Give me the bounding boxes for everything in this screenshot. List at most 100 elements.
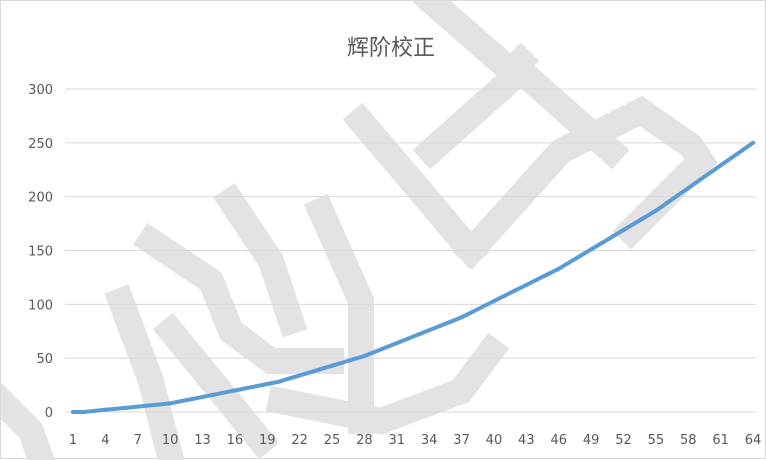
- x-tick-label: 46: [550, 433, 567, 448]
- x-tick-label: 61: [712, 433, 729, 448]
- y-tick-label: 50: [36, 352, 53, 367]
- x-tick-label: 49: [583, 433, 600, 448]
- data-point: [502, 293, 507, 298]
- watermark: [1, 1, 718, 460]
- x-tick-label: 25: [324, 433, 341, 448]
- x-tick-label: 31: [389, 433, 406, 448]
- data-point: [589, 247, 594, 252]
- gridlines: [65, 88, 756, 413]
- data-point: [459, 315, 464, 320]
- data-point: [599, 241, 604, 245]
- data-point: [632, 221, 637, 226]
- data-point: [276, 379, 281, 384]
- data-point: [265, 382, 270, 386]
- y-tick-label: 150: [28, 245, 53, 260]
- data-point: [729, 155, 734, 160]
- data-point: [556, 266, 561, 271]
- x-tick-label: 4: [101, 433, 109, 448]
- data-point: [330, 363, 334, 368]
- y-axis-tick-labels: 0 50 100 150 200 250 300: [28, 83, 53, 421]
- data-point: [545, 272, 550, 277]
- data-point: [427, 328, 432, 333]
- x-tick-label: 19: [259, 433, 276, 448]
- data-point: [71, 410, 75, 414]
- data-point: [308, 370, 313, 375]
- chart-title: 辉阶校正: [347, 36, 435, 61]
- data-point: [394, 341, 399, 346]
- data-point: [697, 178, 701, 183]
- data-point: [492, 299, 496, 304]
- data-point: [81, 410, 86, 414]
- data-point: [351, 357, 356, 362]
- data-point: [675, 193, 680, 198]
- data-point: [178, 399, 183, 404]
- data-points: [71, 140, 755, 414]
- x-tick-label: 43: [518, 433, 535, 448]
- x-tick-label: 37: [453, 433, 470, 448]
- x-tick-label: 1: [69, 433, 77, 448]
- data-point: [168, 401, 173, 406]
- data-point: [384, 345, 388, 350]
- data-point: [125, 405, 129, 410]
- data-point: [340, 360, 345, 365]
- data-point: [232, 388, 237, 393]
- x-tick-label: 10: [162, 433, 179, 448]
- data-point: [621, 228, 626, 232]
- data-point: [92, 408, 97, 413]
- y-tick-label: 250: [28, 137, 53, 152]
- x-tick-label: 34: [421, 433, 438, 448]
- data-point: [718, 163, 723, 168]
- data-point: [686, 186, 691, 191]
- data-point: [567, 260, 572, 265]
- data-point: [524, 283, 529, 287]
- x-tick-label: 13: [194, 433, 211, 448]
- data-point: [373, 349, 378, 354]
- x-axis-tick-labels: 1 4 7 10 13 16 19 22 25 28 31 34 37 40 43 46 49 52 55 58 61 6…: [69, 433, 761, 448]
- y-tick-label: 300: [28, 83, 53, 98]
- data-point: [653, 208, 658, 213]
- x-tick-label: 52: [615, 433, 632, 448]
- data-point: [448, 319, 453, 324]
- data-point: [643, 215, 648, 220]
- x-tick-label: 55: [648, 433, 665, 448]
- x-tick-label: 58: [680, 433, 697, 448]
- y-tick-label: 0: [45, 406, 53, 421]
- data-point: [103, 407, 108, 412]
- data-point: [438, 323, 442, 328]
- data-point: [416, 332, 421, 337]
- data-point: [610, 234, 615, 239]
- x-tick-label: 40: [486, 433, 503, 448]
- series-line: [71, 140, 755, 414]
- x-tick-label: 7: [134, 433, 142, 448]
- data-point: [114, 406, 119, 411]
- data-point: [157, 402, 162, 407]
- y-tick-label: 200: [28, 191, 53, 206]
- data-point: [211, 392, 216, 397]
- data-point: [740, 148, 745, 153]
- data-point: [362, 354, 367, 358]
- data-point: [470, 309, 475, 314]
- x-tick-label: 64: [745, 433, 762, 448]
- x-tick-label: 28: [356, 433, 373, 448]
- data-point: [297, 373, 302, 378]
- data-point: [189, 397, 194, 402]
- data-point: [135, 404, 140, 409]
- data-point: [200, 394, 205, 399]
- data-point: [405, 336, 410, 341]
- data-point: [286, 376, 291, 381]
- y-tick-label: 100: [28, 298, 53, 313]
- data-point: [535, 277, 540, 282]
- data-point: [254, 384, 259, 389]
- data-point: [243, 386, 248, 391]
- data-point: [578, 253, 583, 258]
- x-tick-label: 16: [227, 433, 244, 448]
- x-tick-label: 22: [291, 433, 308, 448]
- data-point: [481, 304, 486, 309]
- data-point: [513, 288, 518, 293]
- data-point: [319, 366, 324, 371]
- data-point: [751, 140, 755, 145]
- data-point: [664, 201, 669, 206]
- data-point: [222, 390, 227, 395]
